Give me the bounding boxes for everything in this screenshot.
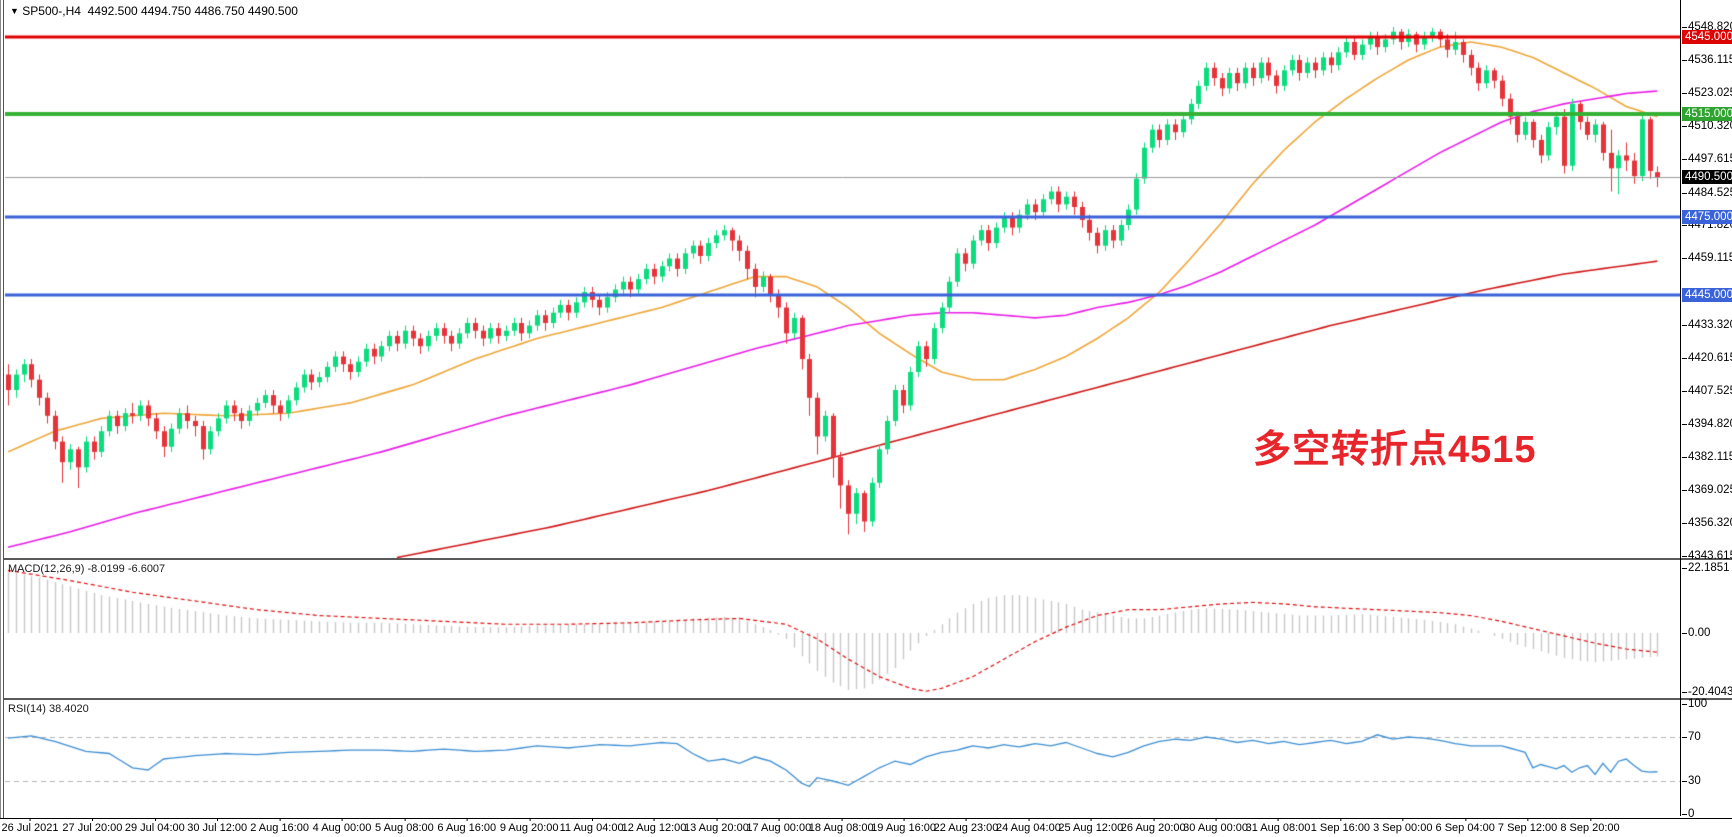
time-tick-label: 7 Sep 12:00 (1497, 818, 1558, 834)
panel-splitter-macd[interactable] (0, 558, 1732, 560)
macd-signal-value: -6.6007 (127, 563, 166, 575)
price-tick-label: 4433.320 (1682, 319, 1732, 332)
time-tick-label: 2 Aug 16:00 (250, 818, 309, 834)
time-tick-label: 30 Aug 00:00 (1183, 818, 1249, 834)
macd-main-value: -8.0199 (87, 563, 125, 575)
time-tick-label: 18 Aug 08:00 (808, 818, 874, 834)
time-tick-label: 26 Aug 20:00 (1120, 818, 1186, 834)
price-tick-label: 4497.615 (1682, 153, 1732, 166)
symbol-timeframe-label: SP500-,H4 (22, 4, 81, 18)
price-axis-border (1680, 0, 1681, 816)
price-tick-label: 4369.025 (1682, 484, 1732, 497)
time-tick-label: 31 Aug 08:00 (1245, 818, 1311, 834)
price-level-badge: 4475.000 (1682, 210, 1732, 224)
time-tick-label: 13 Aug 20:00 (683, 818, 749, 834)
time-tick-label: 9 Aug 20:00 (499, 818, 559, 834)
window-left-border (0, 0, 4, 837)
price-tick-label: 4510.320 (1682, 120, 1732, 133)
chevron-down-icon: ▼ (10, 6, 19, 16)
price-tick-label: 4394.820 (1682, 418, 1732, 431)
time-tick-label: 6 Sep 04:00 (1435, 818, 1495, 834)
rsi-tick-label: 0 (1681, 808, 1695, 820)
time-tick-label: 6 Aug 16:00 (437, 818, 497, 834)
price-tick-label: 4407.525 (1682, 385, 1732, 398)
ohlc-low: 4486.750 (194, 4, 245, 18)
price-level-badge: 4490.500 (1682, 170, 1732, 184)
rsi-tick-label: 70 (1682, 731, 1701, 743)
rsi-panel: RSI(14) 38.4020 (0, 700, 1732, 816)
price-tick-label: 4459.115 (1681, 252, 1732, 265)
time-tick-label: 22 Aug 23:00 (933, 818, 999, 834)
time-tick-label: 26 Jul 2021 (1, 818, 59, 834)
trend-annotation-text: 多空转折点4515 (1253, 429, 1537, 471)
time-tick-label: 1 Sep 16:00 (1310, 818, 1371, 834)
time-tick-label: 27 Jul 20:00 (62, 818, 123, 834)
macd-label: MACD(12,26,9) -8.0199 -6.6007 (8, 563, 166, 575)
macd-tick-label: 22.1851 (1682, 562, 1730, 574)
time-tick-label: 12 Aug 12:00 (621, 818, 687, 834)
price-tick-label: 4382.115 (1681, 451, 1732, 464)
panel-splitter-rsi[interactable] (0, 698, 1732, 700)
price-chart-canvas[interactable] (0, 0, 1680, 558)
rsi-tick-label: 30 (1682, 775, 1701, 787)
ohlc-high: 4494.750 (141, 4, 192, 18)
rsi-indicator-canvas[interactable] (0, 700, 1680, 816)
macd-tick-label: 0.00 (1681, 627, 1711, 639)
time-tick-label: 8 Sep 20:00 (1560, 818, 1620, 834)
time-axis[interactable]: 26 Jul 2021 27 Jul 20:00 29 Jul 04:00 30 Ju… (0, 818, 1732, 837)
macd-indicator-canvas[interactable] (0, 560, 1680, 698)
time-tick-label: 25 Aug 12:00 (1058, 818, 1124, 834)
macd-tick-label: -20.4043 (1681, 686, 1732, 698)
price-tick-label: 4343.615 (1682, 550, 1732, 563)
time-tick-label: 11 Aug 04:00 (559, 818, 624, 834)
time-tick-label: 29 Jul 04:00 (124, 818, 185, 834)
rsi-label: RSI(14) 38.4020 (8, 703, 89, 715)
macd-panel: MACD(12,26,9) -8.0199 -6.6007 (0, 560, 1732, 698)
price-level-badge: 4515.000 (1682, 107, 1732, 121)
time-tick-label: 30 Jul 12:00 (187, 818, 248, 834)
price-level-badge: 4545.000 (1682, 30, 1732, 44)
time-tick-label: 5 Aug 08:00 (375, 818, 434, 834)
price-tick-label: 4356.320 (1682, 517, 1732, 530)
time-tick-label: 4 Aug 00:00 (312, 818, 372, 834)
symbol-ohlc-header: ▼ SP500-,H4 4492.500 4494.750 4486.750 4… (10, 4, 298, 18)
time-tick-label: 24 Aug 04:00 (995, 818, 1061, 834)
time-tick-label: 3 Sep 00:00 (1373, 818, 1433, 834)
rsi-value: 38.4020 (48, 703, 89, 715)
ohlc-close: 4490.500 (247, 4, 298, 18)
ohlc-open: 4492.500 (87, 4, 138, 18)
price-tick-label: 4420.615 (1682, 352, 1732, 365)
price-tick-label: 4536.115 (1681, 54, 1732, 67)
price-tick-label: 4484.525 (1682, 187, 1732, 200)
rsi-tick-label: 100 (1681, 698, 1708, 710)
time-tick-label: 19 Aug 16:00 (871, 818, 937, 834)
time-tick-label: 17 Aug 00:00 (746, 818, 812, 834)
price-level-badge: 4445.000 (1682, 288, 1732, 302)
main-chart-panel: ▼ SP500-,H4 4492.500 4494.750 4486.750 4… (0, 0, 1680, 558)
price-tick-label: 4523.025 (1682, 87, 1732, 100)
